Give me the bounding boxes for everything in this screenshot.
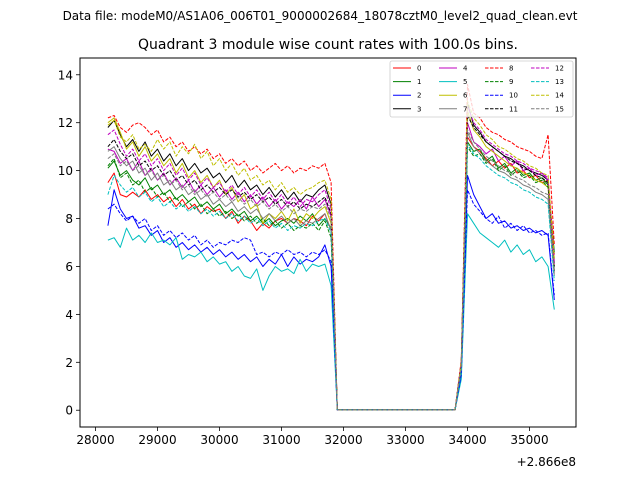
chart-title: Quadrant 3 module wise count rates with … [138,37,518,53]
chart-suptitle: Data file: modeM0/AS1A06_006T01_90000026… [63,9,578,23]
legend-label-6: 6 [463,92,468,100]
legend-label-2: 2 [417,92,421,100]
x-tick-label: 35000 [510,433,548,447]
legend-label-0: 0 [417,65,421,73]
plot-frame [79,57,577,428]
y-tick-label: 6 [65,260,73,274]
x-tick-label: 30000 [200,433,238,447]
x-tick-label: 28000 [76,433,114,447]
legend-label-12: 12 [555,65,564,73]
x-tick-label: 33000 [386,433,424,447]
legend-label-1: 1 [417,78,421,86]
legend-label-15: 15 [555,105,564,113]
y-tick-label: 0 [65,404,73,418]
legend-label-9: 9 [509,78,513,86]
y-tick-label: 10 [58,164,73,178]
y-tick-label: 2 [65,356,73,370]
series-line-3 [107,103,555,411]
series-line-9 [107,146,555,411]
series-line-5 [107,213,555,411]
legend-frame [389,60,574,118]
x-tick-label: 31000 [262,433,300,447]
legend-label-4: 4 [463,65,468,73]
y-tick-label: 8 [65,212,73,226]
y-axis: 0 2 4 6 8 10 12 14 [58,68,80,418]
y-tick-label: 4 [65,308,73,322]
legend-label-10: 10 [509,92,518,100]
x-offset-label: +2.866e8 [517,455,576,469]
legend-label-3: 3 [417,105,421,113]
legend-label-7: 7 [463,105,467,113]
series-line-14 [107,100,555,411]
x-axis: 28000 29000 30000 31000 32000 33000 34000 35000 [76,427,549,447]
y-tick-label: 12 [58,116,73,130]
legend-label-11: 11 [509,105,518,113]
x-tick-label: 32000 [324,433,362,447]
x-tick-label: 34000 [448,433,486,447]
legend-label-14: 14 [555,92,564,100]
x-tick-label: 29000 [138,433,176,447]
plot-lines [107,83,555,411]
y-tick-label: 14 [58,68,73,82]
series-line-8 [107,83,555,411]
legend-label-13: 13 [555,78,564,86]
series-line-12 [107,105,555,411]
legend-label-8: 8 [509,65,513,73]
legend-label-5: 5 [463,78,467,86]
series-line-10 [107,189,555,411]
series-line-15 [107,129,555,411]
